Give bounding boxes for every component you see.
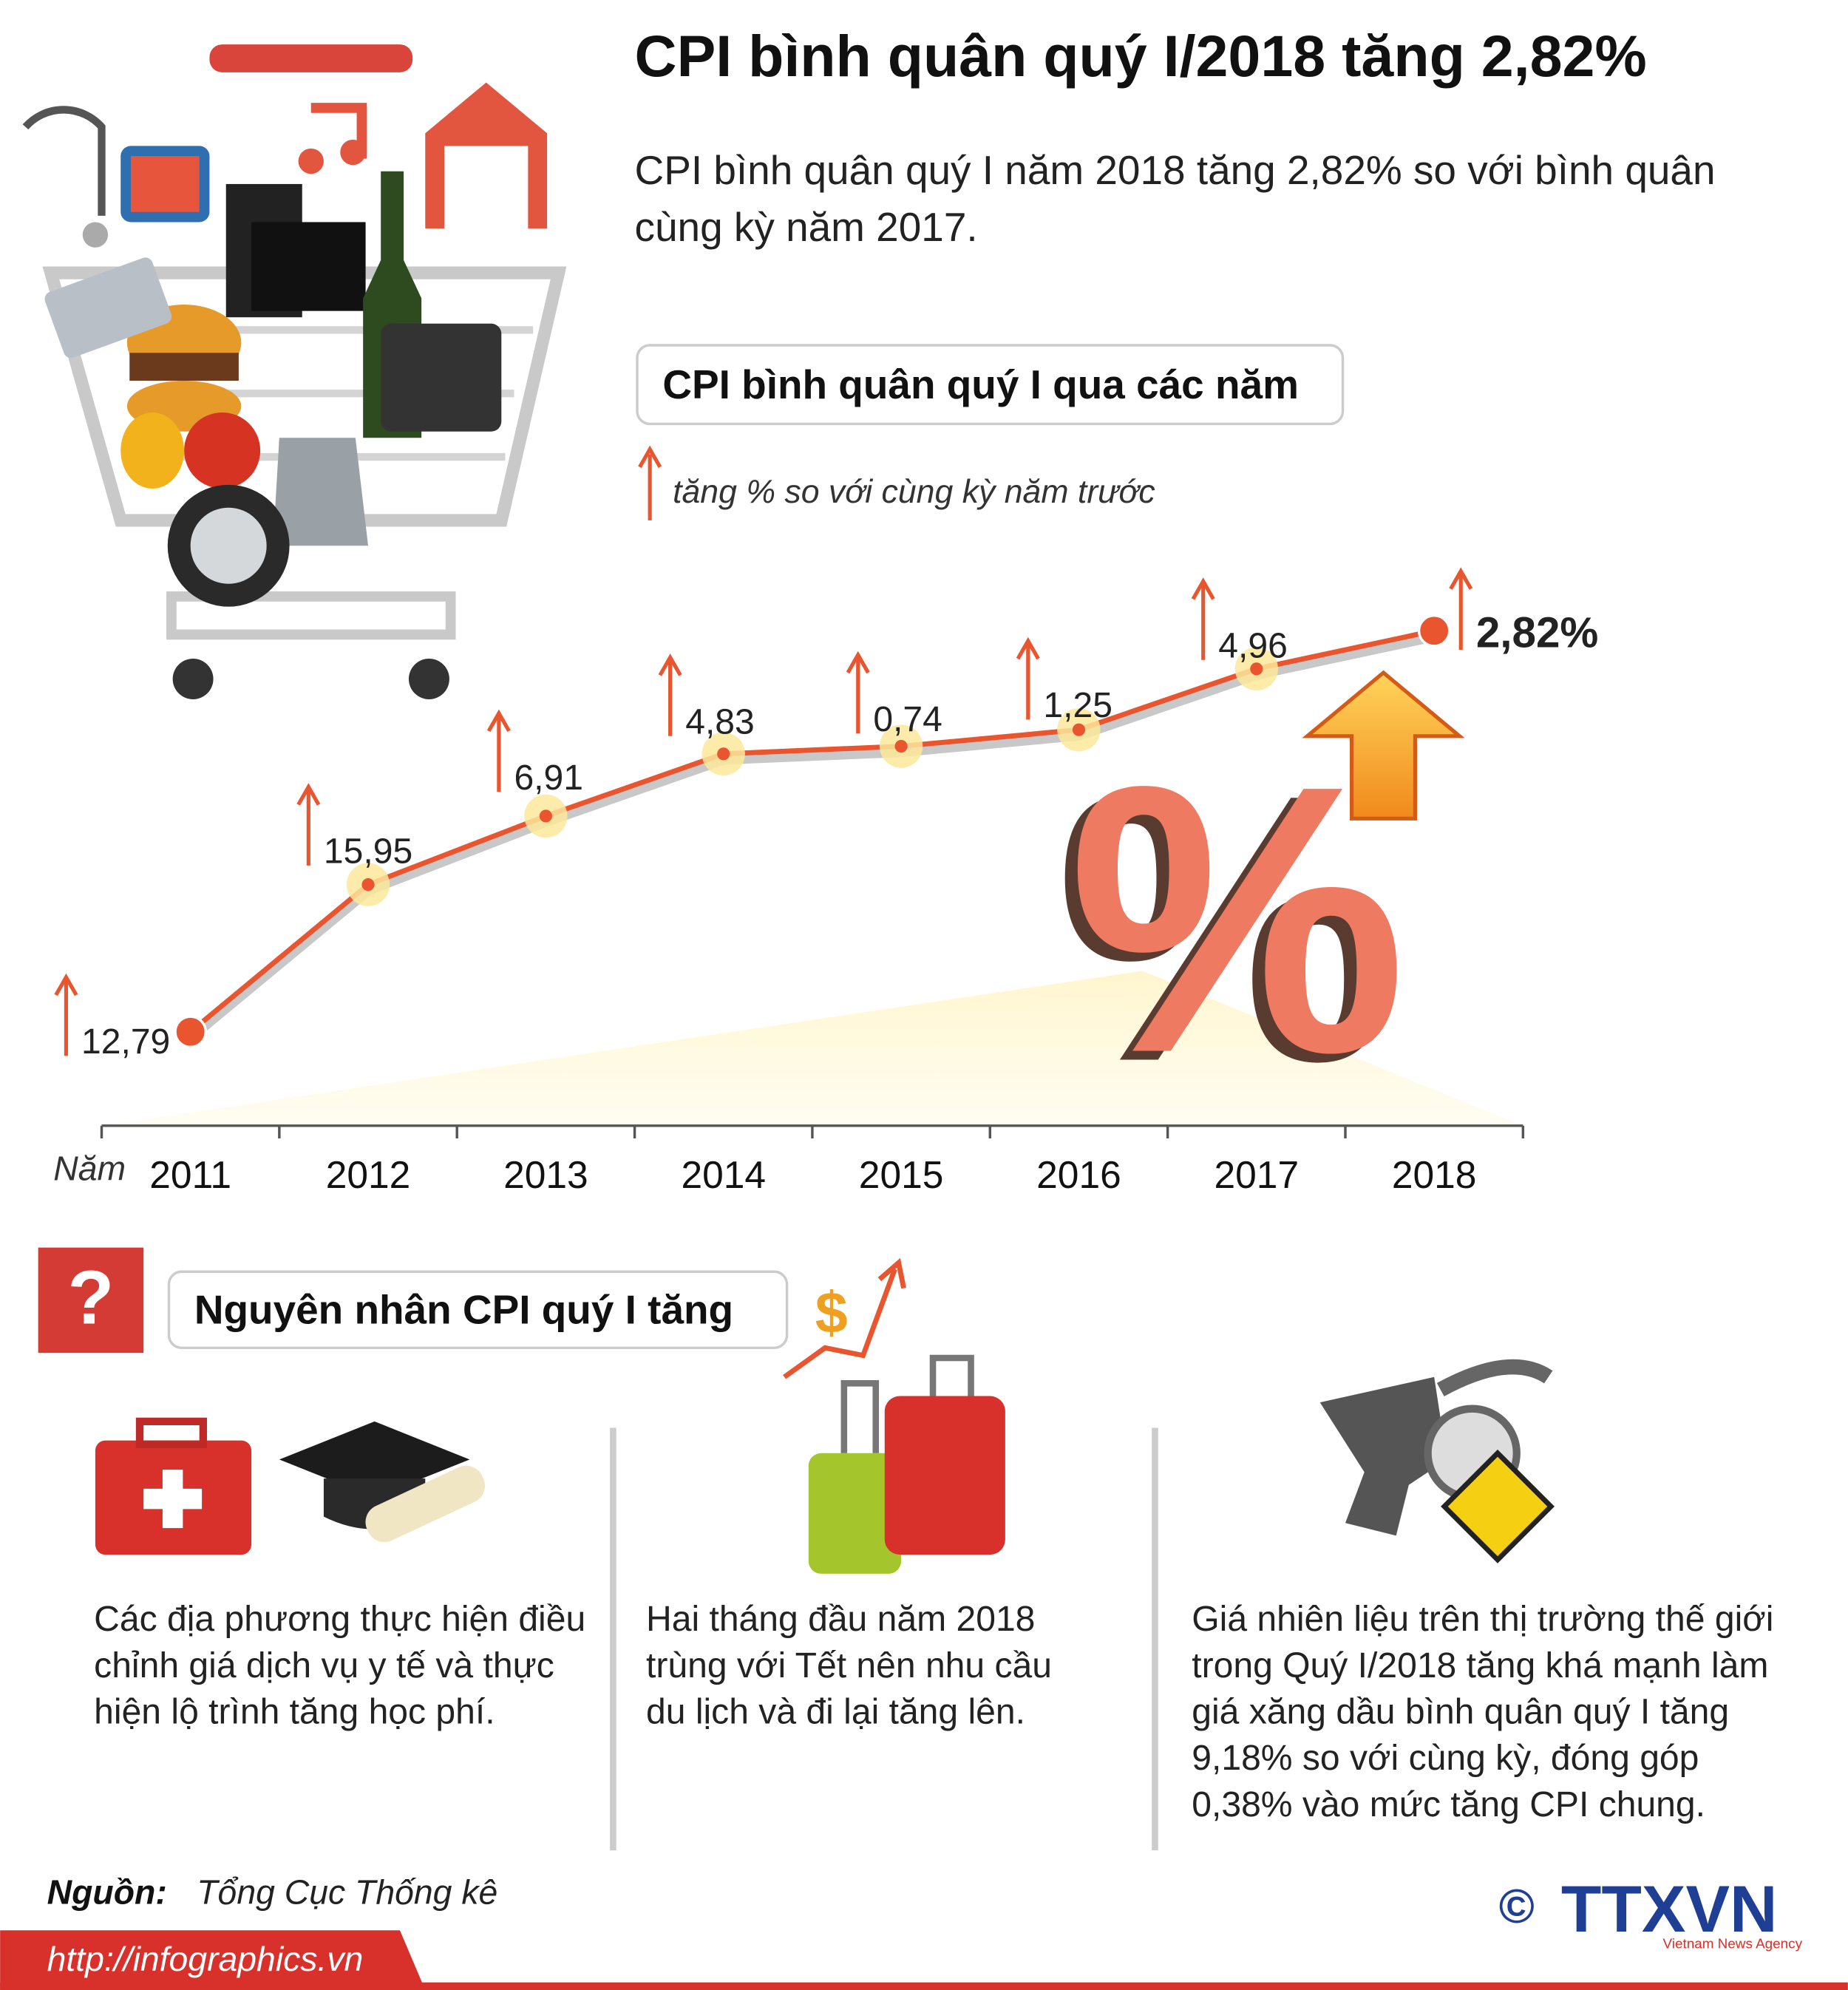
increase-arrow — [486, 709, 511, 792]
subtitle: cùng kỳ năm 2017. — [635, 204, 978, 250]
title: CPI bình quân quý I/2018 tăng 2,82% — [635, 24, 1647, 89]
cause-text: giá xăng dầu bình quân quý I tăng — [1192, 1691, 1729, 1731]
x-tick-label: 2012 — [326, 1153, 411, 1196]
data-label: 1,25 — [1043, 685, 1112, 725]
cause-text: 0,38% vào mức tăng CPI chung. — [1192, 1784, 1705, 1824]
cause-text: hiện lộ trình tăng học phí. — [94, 1691, 495, 1731]
cart-illustration — [22, 44, 567, 699]
question-mark: ? — [67, 1255, 114, 1340]
data-label: 12,79 — [81, 1022, 170, 1062]
line-shadow — [186, 630, 1436, 1042]
growth-arrow — [783, 1257, 906, 1379]
cause-text: trong Quý I/2018 tăng khá mạnh làm — [1192, 1646, 1768, 1685]
chart-title: CPI bình quân quý I qua các năm — [662, 361, 1299, 407]
point — [894, 739, 908, 753]
increase-arrow — [846, 651, 870, 734]
x-axis-label: Năm — [53, 1149, 126, 1188]
cause-text: 9,18% so với cùng kỳ, đóng góp — [1192, 1738, 1699, 1778]
footer-line — [0, 1982, 1848, 1990]
point — [174, 1015, 207, 1049]
x-tick-label: 2014 — [681, 1153, 766, 1196]
point — [361, 878, 375, 892]
copyright: © — [1499, 1879, 1535, 1933]
increase-arrow — [296, 783, 321, 866]
legend-note: tăng % so với cùng kỳ năm trước — [673, 474, 1155, 510]
point — [717, 747, 730, 761]
dollar-icon: $ — [815, 1280, 848, 1345]
point — [1250, 662, 1263, 676]
cause-text: Giá nhiên liệu trên thị trường thế giới — [1192, 1599, 1773, 1639]
increase-arrow — [1449, 567, 1473, 651]
increase-arrow — [54, 973, 78, 1056]
increase-arrow — [658, 653, 682, 736]
data-label: 0,74 — [873, 699, 942, 739]
increase-arrow — [1016, 636, 1040, 720]
increase-arrow — [1191, 577, 1215, 660]
cause-text: du lịch và đi lại tăng lên. — [646, 1691, 1025, 1731]
agency: Vietnam News Agency — [1663, 1936, 1803, 1952]
data-label: 15,95 — [324, 831, 412, 871]
causes-title: Nguyên nhân CPI quý I tăng — [194, 1287, 733, 1333]
chart-title-box — [636, 344, 1345, 426]
cause-text: Hai tháng đầu năm 2018 — [646, 1599, 1035, 1639]
cause-text: trùng với Tết nên nhu cầu — [646, 1646, 1052, 1685]
legend-arrow — [638, 445, 662, 520]
point — [1417, 614, 1451, 648]
line — [188, 628, 1435, 1034]
x-tick-label: 2018 — [1392, 1153, 1477, 1196]
x-tick-label: 2013 — [503, 1153, 588, 1196]
cause-text: Các địa phương thực hiện điều — [94, 1599, 585, 1639]
up-arrow-icon — [1302, 670, 1465, 821]
data-label: 2,82% — [1476, 609, 1598, 657]
url: http://infographics.vn — [47, 1940, 364, 1978]
point — [1072, 723, 1086, 736]
subtitle: CPI bình quân quý I năm 2018 tăng 2,82% … — [635, 147, 1716, 193]
glow — [101, 971, 1523, 1126]
cause-text: chỉnh giá dịch vụ y tế và thực — [94, 1646, 554, 1685]
footer-bar — [0, 1930, 426, 1990]
x-tick-label: 2016 — [1036, 1153, 1121, 1196]
causes: Các địa phương thực hiện điều chỉnh giá d… — [94, 1599, 1773, 1824]
data-label: 4,96 — [1218, 625, 1288, 665]
data-label: 4,83 — [685, 702, 755, 741]
x-tick-label: 2011 — [149, 1153, 231, 1196]
percent-shadow: % — [1056, 716, 1394, 1141]
x-tick-label: 2017 — [1215, 1153, 1300, 1196]
source: Tổng Cục Thống kê — [197, 1872, 497, 1911]
chart: Năm 2011 12,79 2012 15,95 2013 6,91 2014 4,83 201… — [53, 567, 1598, 1196]
question-box — [38, 1247, 144, 1354]
data-label: 6,91 — [514, 758, 583, 798]
x-tick-label: 2015 — [859, 1153, 944, 1196]
cause-icons — [95, 1354, 1555, 1574]
causes-title-box — [167, 1270, 789, 1349]
point — [539, 809, 552, 823]
source-label: Nguồn: — [47, 1872, 167, 1911]
logo: TTXVN — [1561, 1872, 1778, 1946]
